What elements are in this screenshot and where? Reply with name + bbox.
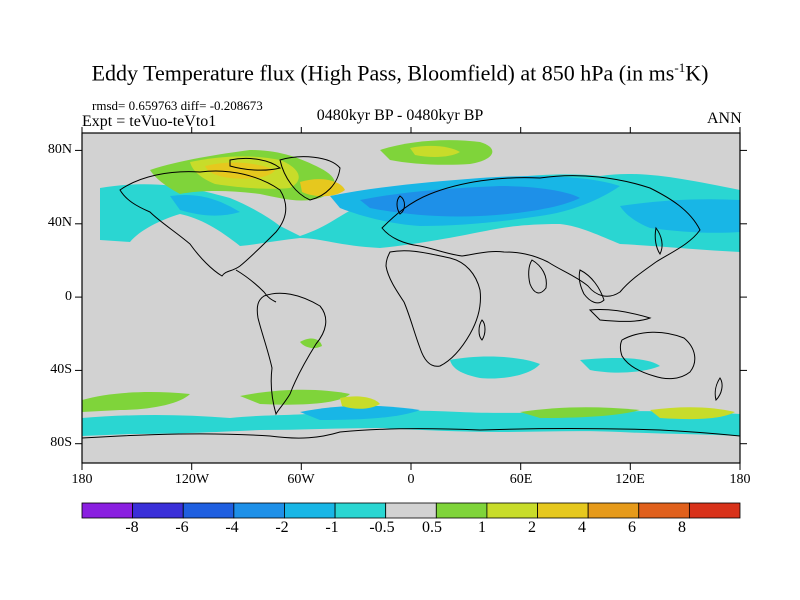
colorbar-swatch bbox=[435, 502, 488, 519]
arctic-islands-coast bbox=[229, 157, 282, 171]
colorbar-swatch bbox=[537, 502, 589, 519]
arctic-positive-region bbox=[150, 140, 493, 201]
new-zealand-coast bbox=[714, 377, 723, 401]
south-america-coast bbox=[256, 292, 327, 416]
colorbar-label: 1 bbox=[478, 519, 486, 536]
colorbar-label: 8 bbox=[678, 519, 686, 536]
lon-label-180e: 180 bbox=[729, 472, 751, 487]
antarctica-coast bbox=[81, 428, 741, 439]
period-label: 0480kyr BP - 0480kyr BP bbox=[316, 107, 484, 124]
central-america-coast bbox=[235, 269, 277, 303]
colorbar-swatch bbox=[587, 502, 640, 519]
colorbar bbox=[81, 502, 741, 519]
lat-label-80n: 80N bbox=[47, 142, 72, 157]
indonesia-coast bbox=[588, 309, 652, 322]
lon-label-120w: 120W bbox=[174, 472, 210, 487]
chart-title: Eddy Temperature flux (High Pass, Bloomf… bbox=[91, 60, 709, 86]
lon-label-0: 0 bbox=[407, 472, 415, 487]
japan-coast bbox=[654, 226, 663, 255]
lon-label-120e: 120E bbox=[615, 472, 645, 487]
axis-ticks bbox=[75, 127, 747, 470]
colorbar-label: -6 bbox=[175, 519, 189, 536]
colorbar-swatch bbox=[638, 502, 690, 519]
north-america-coast bbox=[119, 170, 287, 277]
colorbar-swatch bbox=[233, 502, 285, 519]
lat-label-40n: 40N bbox=[47, 215, 72, 230]
colorbar-label: -1 bbox=[325, 519, 339, 536]
nh-negative-region bbox=[100, 173, 740, 252]
colorbar-label: -0.5 bbox=[369, 519, 395, 536]
colorbar-swatch bbox=[81, 502, 134, 519]
colorbar-label: 6 bbox=[628, 519, 636, 536]
colorbar-label: -8 bbox=[125, 519, 139, 536]
africa-coast bbox=[385, 250, 481, 367]
colorbar-label: -4 bbox=[225, 519, 239, 536]
colorbar-swatch bbox=[486, 502, 538, 519]
southeast-asia-coast bbox=[578, 269, 605, 304]
uk-coast bbox=[396, 195, 405, 215]
europe-asia-coast bbox=[381, 175, 701, 297]
colorbar-label: 2 bbox=[528, 519, 536, 536]
colorbar-swatch bbox=[182, 502, 235, 519]
experiment-label: Expt = teVuo-teVto1 bbox=[82, 113, 217, 130]
lat-label-40s: 40S bbox=[50, 362, 72, 377]
colorbar-label: -2 bbox=[275, 519, 289, 536]
colorbar-swatch bbox=[132, 502, 184, 519]
sh-positive-region bbox=[82, 338, 735, 420]
stats-label: rmsd= 0.659763 diff= -0.208673 bbox=[92, 98, 263, 113]
australia-coast bbox=[620, 331, 696, 380]
colorbar-label: 4 bbox=[578, 519, 586, 536]
lat-label-80s: 80S bbox=[50, 435, 72, 450]
colorbar-swatch bbox=[688, 502, 741, 519]
colorbar-swatch bbox=[284, 502, 336, 519]
colorbar-label: 0.5 bbox=[422, 519, 442, 536]
lon-label-60e: 60E bbox=[509, 472, 533, 487]
madagascar-coast bbox=[478, 319, 486, 341]
india-coast bbox=[528, 259, 547, 294]
colorbar-swatch bbox=[385, 502, 437, 519]
colorbar-swatch bbox=[334, 502, 387, 519]
coastlines bbox=[81, 156, 741, 439]
lat-label-0: 0 bbox=[65, 289, 72, 304]
lon-label-60w: 60W bbox=[287, 472, 315, 487]
season-label: ANN bbox=[707, 110, 742, 127]
greenland-coast bbox=[279, 156, 341, 201]
lon-label-180w: 180 bbox=[71, 472, 93, 487]
